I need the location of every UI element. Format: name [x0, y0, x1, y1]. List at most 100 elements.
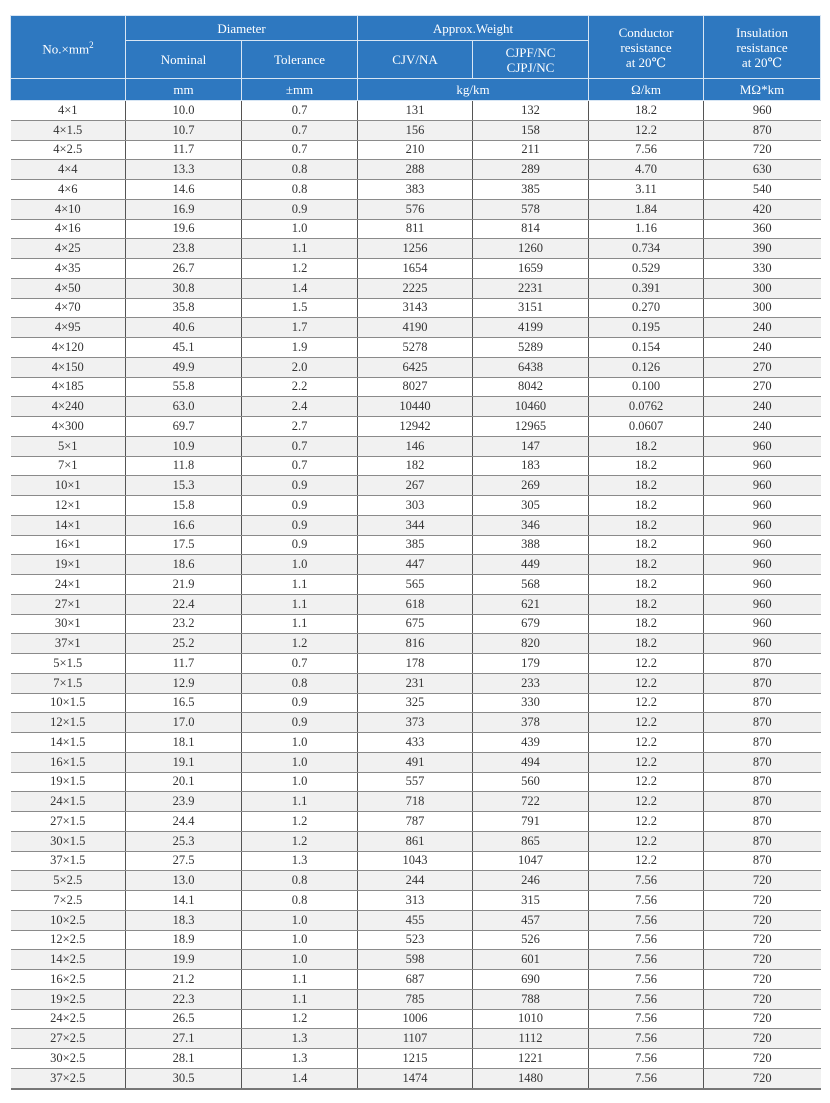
cell-insulation-resistance: 420: [703, 199, 821, 220]
cell-weight-cjpf: 147: [471, 436, 590, 457]
cell-nominal-diameter: 14.6: [125, 179, 242, 200]
cell-nominal-diameter: 11.8: [125, 456, 242, 477]
cell-size: 27×2.5: [10, 1028, 126, 1049]
table-row: 19×1.5 20.1 1.0 557 560 12.2 870: [10, 772, 821, 793]
cell-weight-cjv: 1256: [357, 238, 473, 259]
cell-size: 19×2.5: [10, 989, 126, 1010]
cell-weight-cjpf: 330: [471, 693, 590, 714]
cell-conductor-resistance: 12.2: [588, 693, 705, 714]
cell-conductor-resistance: 12.2: [588, 772, 705, 793]
cell-conductor-resistance: 12.2: [588, 851, 705, 872]
table-row: 27×1 22.4 1.1 618 621 18.2 960: [10, 594, 821, 615]
cell-weight-cjpf: 158: [471, 120, 590, 141]
cell-size: 12×1: [10, 495, 126, 516]
table-row: 4×50 30.8 1.4 2225 2231 0.391 300: [10, 278, 821, 299]
cell-nominal-diameter: 27.1: [125, 1028, 242, 1049]
cell-tolerance: 1.0: [241, 554, 358, 575]
table-row: 30×1 23.2 1.1 675 679 18.2 960: [10, 614, 821, 635]
cell-insulation-resistance: 960: [703, 495, 821, 516]
cell-nominal-diameter: 63.0: [125, 396, 242, 417]
cell-weight-cjpf: 1221: [471, 1048, 590, 1069]
cell-weight-cjpf: 1112: [471, 1028, 590, 1049]
cell-tolerance: 1.3: [241, 1048, 358, 1069]
cell-weight-cjv: 1654: [357, 258, 473, 279]
cell-conductor-resistance: 0.100: [588, 377, 705, 398]
cell-conductor-resistance: 18.2: [588, 554, 705, 575]
cell-tolerance: 1.0: [241, 910, 358, 931]
cell-size: 5×1.5: [10, 653, 126, 674]
cell-insulation-resistance: 720: [703, 930, 821, 951]
cell-tolerance: 0.7: [241, 120, 358, 141]
cell-weight-cjpf: 439: [471, 732, 590, 753]
cell-weight-cjpf: 246: [471, 870, 590, 891]
cell-nominal-diameter: 25.3: [125, 831, 242, 852]
cell-weight-cjpf: 1480: [471, 1068, 590, 1090]
cell-weight-cjv: 131: [357, 100, 473, 121]
cell-weight-cjv: 8027: [357, 377, 473, 398]
cell-weight-cjpf: 378: [471, 712, 590, 733]
cell-tolerance: 1.0: [241, 732, 358, 753]
cell-size: 4×1: [10, 100, 126, 121]
cell-size: 4×120: [10, 337, 126, 358]
cell-nominal-diameter: 16.6: [125, 515, 242, 536]
cell-weight-cjv: 10440: [357, 396, 473, 417]
cell-weight-cjpf: 568: [471, 574, 590, 595]
cell-weight-cjpf: 211: [471, 140, 590, 161]
cell-weight-cjpf: 315: [471, 890, 590, 911]
cell-tolerance: 1.1: [241, 791, 358, 812]
cell-weight-cjv: 156: [357, 120, 473, 141]
cell-weight-cjpf: 10460: [471, 396, 590, 417]
cell-size: 30×2.5: [10, 1048, 126, 1069]
cell-nominal-diameter: 28.1: [125, 1048, 242, 1069]
cell-tolerance: 0.7: [241, 100, 358, 121]
cell-size: 4×50: [10, 278, 126, 299]
cell-weight-cjv: 146: [357, 436, 473, 457]
cell-weight-cjpf: 305: [471, 495, 590, 516]
cell-nominal-diameter: 18.9: [125, 930, 242, 951]
table-row: 4×300 69.7 2.7 12942 12965 0.0607 240: [10, 416, 821, 437]
cell-nominal-diameter: 10.0: [125, 100, 242, 121]
cell-insulation-resistance: 720: [703, 870, 821, 891]
cell-conductor-resistance: 18.2: [588, 614, 705, 635]
cell-nominal-diameter: 23.8: [125, 238, 242, 259]
header-size-sup: 2: [89, 39, 94, 50]
table-row: 14×2.5 19.9 1.0 598 601 7.56 720: [10, 949, 821, 970]
cell-size: 10×1.5: [10, 693, 126, 714]
cell-weight-cjv: 373: [357, 712, 473, 733]
cell-weight-cjv: 811: [357, 219, 473, 240]
cell-tolerance: 0.8: [241, 870, 358, 891]
header-conductor-resistance: Conductor resistance at 20℃: [588, 15, 705, 79]
cell-nominal-diameter: 22.4: [125, 594, 242, 615]
cell-weight-cjv: 3143: [357, 298, 473, 319]
cell-size: 4×10: [10, 199, 126, 220]
cell-conductor-resistance: 7.56: [588, 1048, 705, 1069]
cell-weight-cjv: 455: [357, 910, 473, 931]
cell-conductor-resistance: 12.2: [588, 791, 705, 812]
cell-nominal-diameter: 15.8: [125, 495, 242, 516]
header-weight: Approx.Weight: [356, 15, 590, 41]
cell-weight-cjv: 210: [357, 140, 473, 161]
table-row: 37×2.5 30.5 1.4 1474 1480 7.56 720: [10, 1068, 821, 1090]
table-row: 12×1 15.8 0.9 303 305 18.2 960: [10, 495, 821, 516]
cell-nominal-diameter: 19.1: [125, 752, 242, 773]
cell-weight-cjv: 785: [357, 989, 473, 1010]
cell-tolerance: 1.3: [241, 851, 358, 872]
cell-tolerance: 0.8: [241, 179, 358, 200]
cell-insulation-resistance: 720: [703, 1028, 821, 1049]
cell-size: 27×1: [10, 594, 126, 615]
cell-weight-cjpf: 820: [471, 633, 590, 654]
table-row: 12×1.5 17.0 0.9 373 378 12.2 870: [10, 712, 821, 733]
cell-weight-cjv: 816: [357, 633, 473, 654]
cell-nominal-diameter: 12.9: [125, 673, 242, 694]
cell-weight-cjpf: 601: [471, 949, 590, 970]
cell-nominal-diameter: 49.9: [125, 357, 242, 378]
table-row: 14×1 16.6 0.9 344 346 18.2 960: [10, 515, 821, 536]
cell-tolerance: 1.4: [241, 278, 358, 299]
cell-tolerance: 1.2: [241, 831, 358, 852]
cell-tolerance: 1.0: [241, 219, 358, 240]
cell-weight-cjv: 12942: [357, 416, 473, 437]
cell-size: 4×6: [10, 179, 126, 200]
cell-size: 30×1.5: [10, 831, 126, 852]
cell-weight-cjv: 557: [357, 772, 473, 793]
cell-weight-cjv: 267: [357, 475, 473, 496]
